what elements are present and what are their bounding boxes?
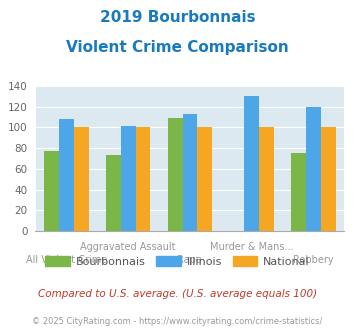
- Text: All Violent Crime: All Violent Crime: [26, 255, 107, 265]
- Bar: [306, 107, 321, 231]
- Bar: [168, 118, 182, 231]
- Bar: [321, 127, 336, 231]
- Bar: [106, 155, 121, 231]
- Text: Robbery: Robbery: [293, 255, 334, 265]
- Bar: [74, 127, 89, 231]
- Text: Murder & Mans...: Murder & Mans...: [210, 242, 294, 252]
- Text: Violent Crime Comparison: Violent Crime Comparison: [66, 40, 289, 54]
- Bar: [59, 119, 74, 231]
- Legend: Bourbonnais, Illinois, National: Bourbonnais, Illinois, National: [41, 251, 314, 271]
- Bar: [197, 127, 212, 231]
- Bar: [121, 126, 136, 231]
- Text: 2019 Bourbonnais: 2019 Bourbonnais: [100, 10, 255, 25]
- Bar: [259, 127, 274, 231]
- Bar: [182, 114, 197, 231]
- Bar: [136, 127, 151, 231]
- Text: © 2025 CityRating.com - https://www.cityrating.com/crime-statistics/: © 2025 CityRating.com - https://www.city…: [32, 317, 323, 326]
- Bar: [44, 151, 59, 231]
- Text: Rape: Rape: [178, 255, 202, 265]
- Text: Compared to U.S. average. (U.S. average equals 100): Compared to U.S. average. (U.S. average …: [38, 289, 317, 299]
- Bar: [244, 96, 259, 231]
- Bar: [291, 153, 306, 231]
- Text: Aggravated Assault: Aggravated Assault: [80, 242, 176, 252]
